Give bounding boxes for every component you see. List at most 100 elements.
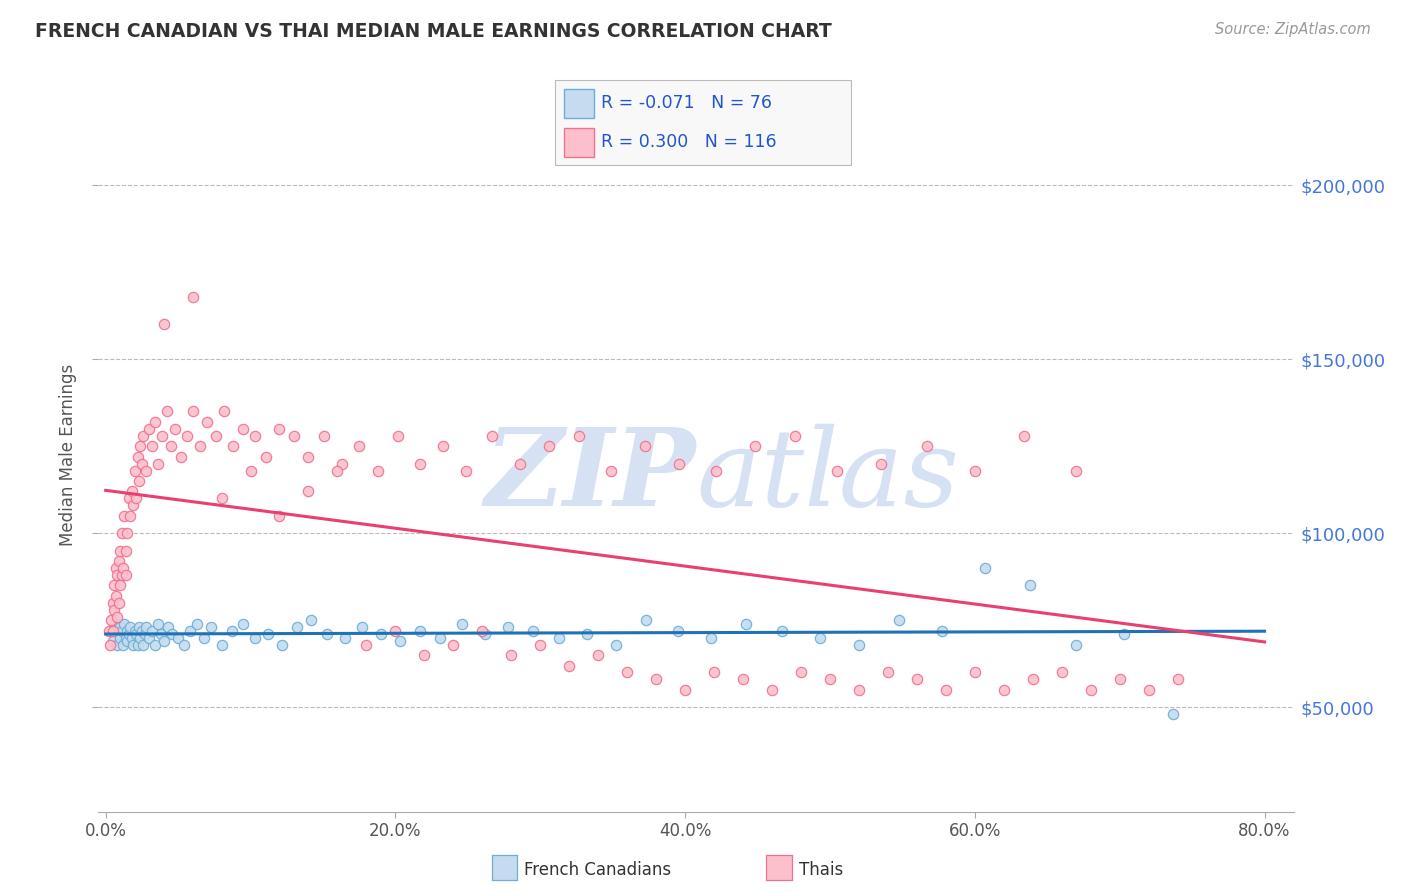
Point — [529, 638, 551, 652]
Point — [114, 616, 136, 631]
Point — [1022, 673, 1045, 687]
Point — [915, 439, 938, 453]
Point — [188, 439, 211, 453]
Text: Thais: Thais — [799, 861, 842, 879]
Point — [134, 627, 156, 641]
Point — [135, 620, 157, 634]
Point — [186, 616, 208, 631]
Point — [221, 624, 243, 638]
Point — [122, 499, 145, 513]
Point — [963, 464, 986, 478]
Point — [181, 289, 204, 303]
Point — [522, 624, 544, 638]
Point — [125, 627, 148, 641]
Point — [848, 638, 870, 652]
Point — [114, 508, 136, 523]
Point — [333, 631, 356, 645]
Point — [156, 620, 179, 634]
Point — [285, 620, 308, 634]
Point — [848, 682, 870, 697]
Point — [1108, 673, 1130, 687]
Point — [283, 429, 305, 443]
Point — [356, 638, 378, 652]
Point — [931, 624, 953, 638]
Point — [129, 631, 152, 645]
Point — [103, 603, 125, 617]
Point — [105, 568, 128, 582]
Point — [138, 422, 160, 436]
Point — [132, 638, 155, 652]
Point — [131, 624, 153, 638]
Point — [110, 568, 132, 582]
Point — [120, 620, 142, 634]
Point — [558, 658, 581, 673]
Point — [409, 457, 432, 471]
Point — [889, 613, 911, 627]
Point — [432, 439, 454, 453]
Point — [107, 554, 129, 568]
Point — [127, 450, 149, 464]
Point — [181, 404, 204, 418]
Point — [232, 616, 254, 631]
Point — [808, 631, 831, 645]
Point — [108, 620, 131, 634]
Point — [1167, 673, 1189, 687]
Point — [110, 624, 132, 638]
Point — [124, 624, 146, 638]
Point — [167, 631, 190, 645]
Point — [269, 422, 291, 436]
Point — [104, 589, 127, 603]
Point — [232, 422, 254, 436]
Point — [128, 474, 150, 488]
Point — [179, 624, 201, 638]
Text: Source: ZipAtlas.com: Source: ZipAtlas.com — [1215, 22, 1371, 37]
Point — [330, 457, 353, 471]
Point — [149, 627, 172, 641]
Point — [141, 439, 163, 453]
Point — [105, 638, 128, 652]
Point — [122, 638, 145, 652]
Point — [107, 616, 129, 631]
Point — [700, 631, 723, 645]
Point — [451, 616, 474, 631]
Point — [384, 624, 406, 638]
Point — [129, 439, 152, 453]
Point — [239, 464, 262, 478]
Point — [162, 627, 184, 641]
Point — [120, 508, 142, 523]
Point — [121, 484, 143, 499]
Point — [143, 638, 166, 652]
Point — [586, 648, 609, 662]
Text: R = 0.300   N = 116: R = 0.300 N = 116 — [602, 133, 776, 151]
Point — [117, 634, 139, 648]
Point — [297, 450, 319, 464]
Point — [877, 665, 900, 680]
Point — [104, 624, 127, 638]
Point — [127, 638, 149, 652]
Point — [935, 682, 957, 697]
Point — [115, 631, 138, 645]
Point — [825, 464, 848, 478]
Point — [314, 429, 336, 443]
Point — [128, 620, 150, 634]
Point — [165, 422, 187, 436]
Text: R = -0.071   N = 76: R = -0.071 N = 76 — [602, 95, 772, 112]
Y-axis label: Median Male Earnings: Median Male Earnings — [59, 364, 77, 546]
Bar — [564, 128, 593, 157]
Point — [101, 624, 124, 638]
Point — [108, 627, 131, 641]
Point — [107, 596, 129, 610]
Text: French Canadians: French Canadians — [524, 861, 672, 879]
Point — [146, 457, 169, 471]
Point — [429, 631, 451, 645]
Point — [633, 439, 655, 453]
Point — [200, 620, 222, 634]
Point — [152, 634, 174, 648]
Point — [141, 624, 163, 638]
Point — [1050, 665, 1073, 680]
Point — [117, 526, 139, 541]
Point — [118, 491, 141, 506]
Point — [501, 648, 523, 662]
Point — [575, 627, 598, 641]
Point — [101, 596, 124, 610]
